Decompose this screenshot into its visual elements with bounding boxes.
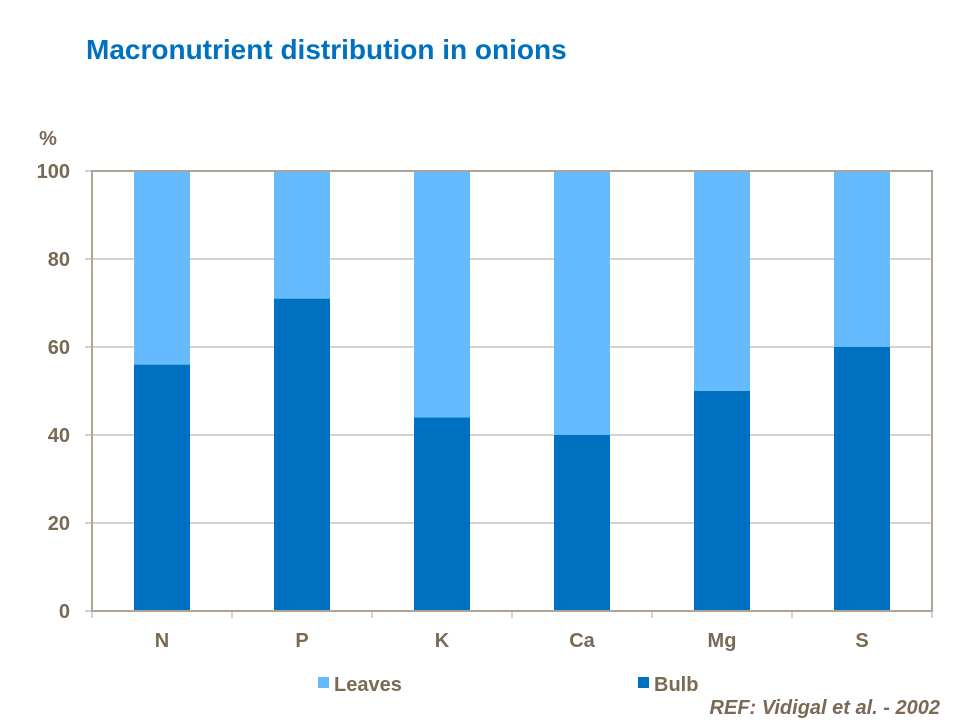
bar-bulb xyxy=(554,435,610,611)
bar-leaves xyxy=(414,171,470,418)
bar-leaves xyxy=(274,171,330,299)
y-tick-label: 20 xyxy=(48,513,70,535)
y-tick-label: 40 xyxy=(48,425,70,447)
bar-leaves xyxy=(834,171,890,347)
chart-title: Macronutrient distribution in onions xyxy=(86,34,567,65)
bar-leaves xyxy=(134,171,190,365)
reference-note: REF: Vidigal et al. - 2002 xyxy=(709,697,940,719)
y-tick-label: 0 xyxy=(59,601,70,623)
x-tick-label: S xyxy=(855,630,868,652)
y-tick-label: 60 xyxy=(48,337,70,359)
x-tick-label: K xyxy=(435,630,450,652)
x-tick-label: P xyxy=(295,630,308,652)
legend-label-bulb: Bulb xyxy=(654,674,698,696)
legend-label-leaves: Leaves xyxy=(334,674,402,696)
bar-bulb xyxy=(694,391,750,611)
bar-bulb xyxy=(134,364,190,611)
x-tick-label: N xyxy=(155,630,169,652)
legend-swatch-leaves xyxy=(318,677,329,688)
legend-swatch-bulb xyxy=(638,677,649,688)
x-tick-label: Mg xyxy=(708,630,737,652)
y-tick-label: 80 xyxy=(48,249,70,271)
bar-leaves xyxy=(554,171,610,435)
x-tick-label: Ca xyxy=(569,630,595,652)
plot-frame xyxy=(91,170,933,612)
bar-bulb xyxy=(834,347,890,611)
y-axis-label: % xyxy=(39,128,57,150)
bar-bulb xyxy=(274,298,330,611)
bar-leaves xyxy=(694,171,750,391)
y-tick-label: 100 xyxy=(37,161,70,183)
bar-bulb xyxy=(414,417,470,611)
